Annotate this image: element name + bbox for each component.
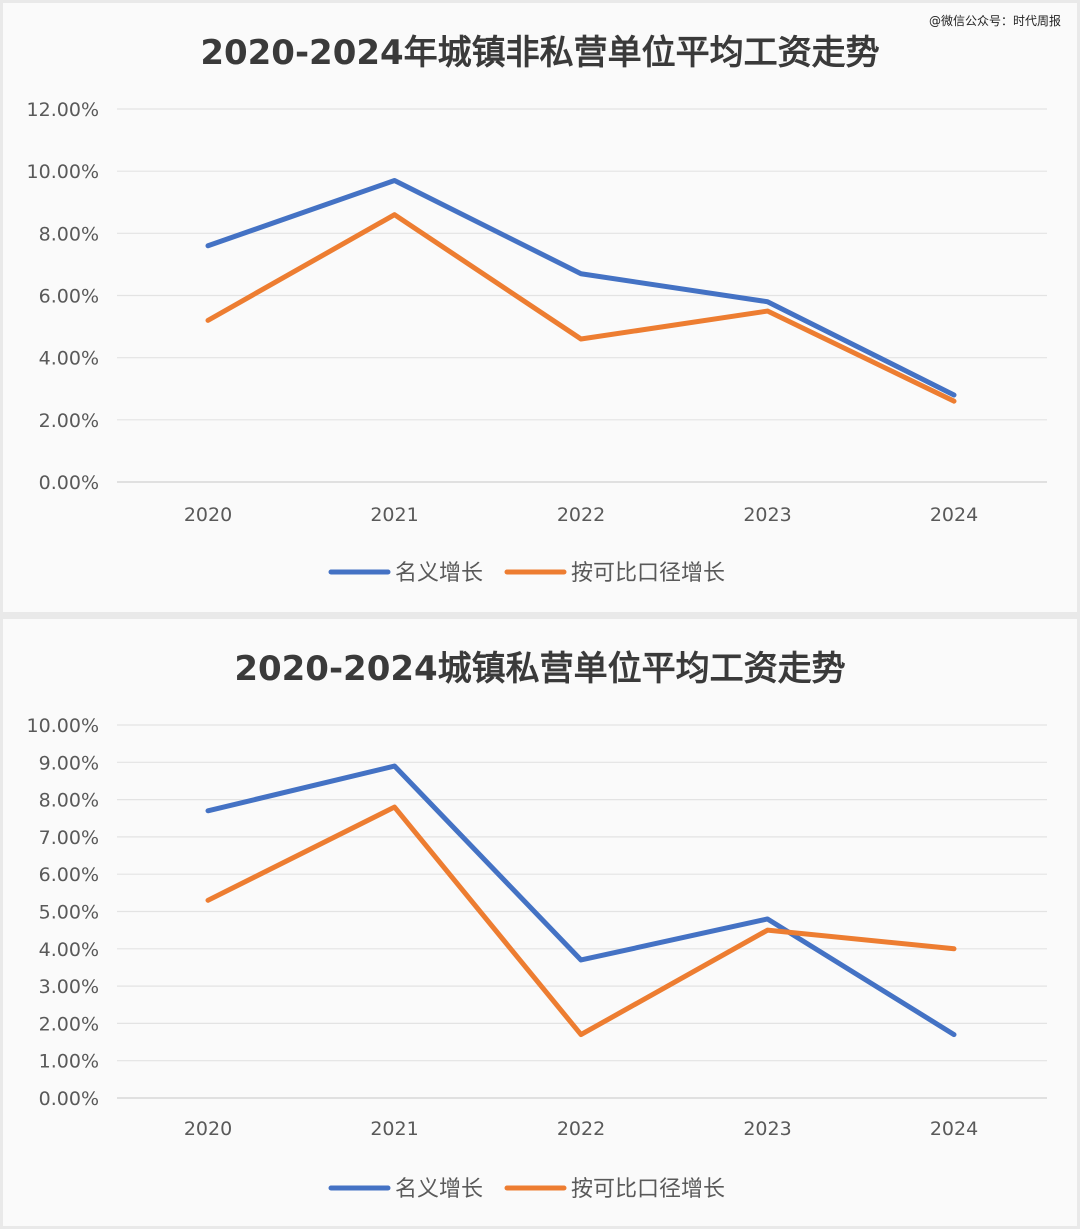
chart-title: 2020-2024年城镇非私营单位平均工资走势 bbox=[200, 33, 880, 73]
y-tick-label: 10.00% bbox=[27, 715, 99, 737]
y-tick-label: 9.00% bbox=[39, 752, 99, 774]
line-chart-private: 0.00% 1.00% 2.00% 3.00% 4.00% 5.00% 6.00% 7.00%… bbox=[27, 715, 1047, 1202]
legend-label: 名义增长 bbox=[395, 1177, 483, 1202]
legend-label: 按可比口径增长 bbox=[571, 1177, 725, 1202]
series-line-comparable bbox=[205, 212, 957, 404]
watermark: @微信公众号：时代周报 bbox=[928, 14, 1061, 28]
y-tick-label: 7.00% bbox=[39, 827, 99, 849]
x-tick-label: 2022 bbox=[557, 504, 605, 526]
y-tick-label: 4.00% bbox=[39, 348, 99, 370]
y-tick-label: 8.00% bbox=[39, 790, 99, 812]
line-chart-nonprivate: 0.00% 2.00% 4.00% 6.00% 8.00% 10.00% 12.00% 202… bbox=[27, 99, 1047, 586]
y-tick-label: 3.00% bbox=[39, 976, 99, 998]
y-tick-label: 6.00% bbox=[39, 864, 99, 886]
y-tick-label: 0.00% bbox=[39, 1088, 99, 1110]
x-tick-label: 2021 bbox=[370, 504, 418, 526]
y-tick-label: 2.00% bbox=[39, 410, 99, 432]
y-tick-label: 4.00% bbox=[39, 939, 99, 961]
y-tick-label: 6.00% bbox=[39, 286, 99, 308]
chart-panel-nonprivate: 2020-2024年城镇非私营单位平均工资走势 @微信公众号：时代周报 0.00… bbox=[3, 3, 1077, 612]
y-tick-label: 8.00% bbox=[39, 223, 99, 245]
x-tick-label: 2024 bbox=[930, 504, 978, 526]
legend-label: 名义增长 bbox=[395, 561, 483, 586]
x-tick-label: 2020 bbox=[184, 504, 232, 526]
y-tick-label: 0.00% bbox=[39, 472, 99, 494]
x-tick-label: 2021 bbox=[370, 1118, 418, 1140]
y-tick-label: 2.00% bbox=[39, 1013, 99, 1035]
x-tick-label: 2024 bbox=[930, 1118, 978, 1140]
y-tick-label: 5.00% bbox=[39, 902, 99, 924]
chart-title: 2020-2024城镇私营单位平均工资走势 bbox=[234, 649, 846, 689]
y-tick-label: 12.00% bbox=[27, 99, 99, 121]
y-tick-label: 10.00% bbox=[27, 161, 99, 183]
series-line-nominal bbox=[205, 763, 957, 1038]
legend-label: 按可比口径增长 bbox=[571, 561, 725, 586]
x-tick-label: 2023 bbox=[743, 504, 791, 526]
chart-panel-private: 2020-2024城镇私营单位平均工资走势 0.00% 1.00% 2.00% 3.0… bbox=[3, 619, 1077, 1226]
series-line-comparable bbox=[205, 804, 957, 1038]
series-line-nominal bbox=[205, 177, 957, 398]
x-tick-label: 2022 bbox=[557, 1118, 605, 1140]
x-tick-label: 2023 bbox=[743, 1118, 791, 1140]
y-tick-label: 1.00% bbox=[39, 1051, 99, 1073]
x-tick-label: 2020 bbox=[184, 1118, 232, 1140]
